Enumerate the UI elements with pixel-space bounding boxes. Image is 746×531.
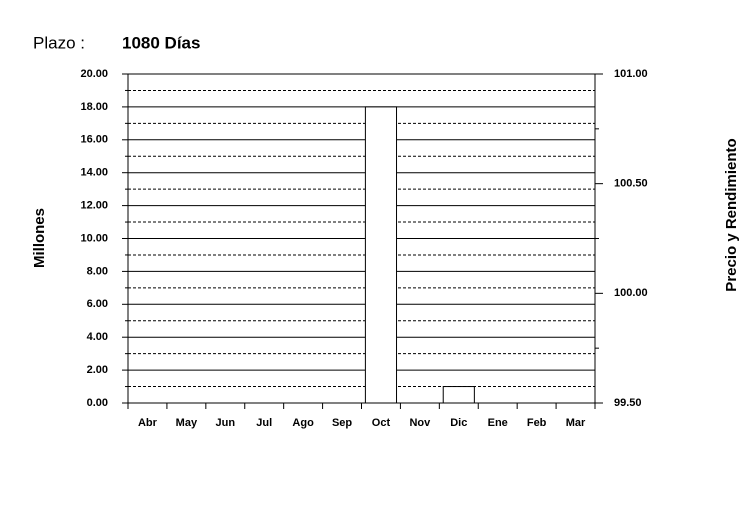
y-tick-label: 2.00 [87,364,108,376]
y2-tick-label: 101.00 [614,68,648,80]
y-tick-label: 12.00 [80,200,108,212]
x-tick-label: Feb [527,417,547,429]
x-tick-label: May [176,417,198,429]
bar [364,106,398,404]
y2-tick-label: 100.50 [614,178,648,190]
x-tick-label: Oct [372,417,391,429]
x-tick-label: Ago [292,417,314,429]
x-tick-label: Dic [450,417,467,429]
y-tick-label: 16.00 [80,134,108,146]
y-tick-label: 4.00 [87,331,108,343]
y-tick-label: 20.00 [80,68,108,80]
x-tick-label: Jul [256,417,272,429]
y-tick-label: 6.00 [87,298,108,310]
x-tick-label: Ene [488,417,508,429]
y-tick-label: 18.00 [80,101,108,113]
x-tick-label: Nov [409,417,431,429]
y2-tick-label: 100.00 [614,287,648,299]
plot-frame [127,73,596,404]
chart-title: Plazo : [33,33,85,52]
x-tick-label: Sep [332,417,352,429]
y-tick-label: 8.00 [87,265,108,277]
x-tick-label: Abr [138,417,158,429]
bar [442,386,475,404]
x-tick-label: Jun [216,417,236,429]
y2-axis-label: Precio y Rendimiento [723,138,740,291]
y-tick-label: 10.00 [80,232,108,244]
chart-subtitle: 1080 Días [122,33,200,52]
y2-tick-label: 99.50 [614,397,642,409]
y-tick-label: 0.00 [87,397,108,409]
y-axis-label: Millones [31,208,48,268]
x-tick-label: Mar [566,417,586,429]
y-tick-label: 14.00 [80,167,108,179]
